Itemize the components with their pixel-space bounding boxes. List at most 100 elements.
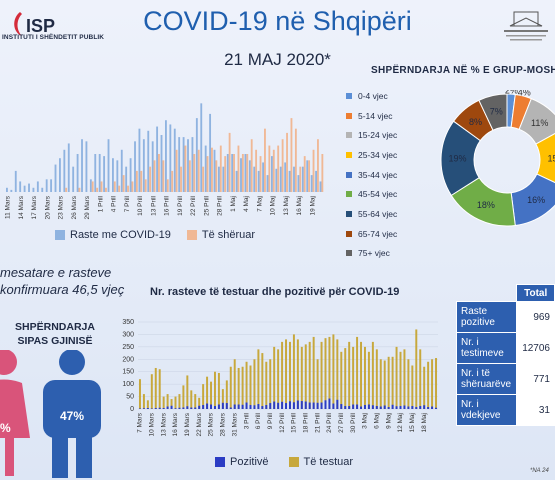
age-legend-label: 0-4 vjec	[358, 90, 388, 101]
bar-positive	[265, 405, 268, 409]
bar-tested	[166, 394, 169, 409]
bar-tested	[332, 334, 335, 409]
bar-new-cases	[81, 139, 83, 192]
bar-recovered	[321, 154, 324, 192]
age-legend-swatch	[346, 230, 352, 237]
bar-positive	[198, 405, 201, 409]
bar-tested	[435, 358, 438, 409]
bar-new-cases	[195, 118, 198, 192]
bar-tested	[348, 341, 351, 409]
bar-recovered	[91, 181, 94, 192]
bar-positive	[332, 403, 335, 409]
bar-recovered	[281, 139, 284, 192]
totals-table: Total Raste pozitive 969 Nr. i testimeve…	[455, 284, 555, 426]
legend-swatch-new-cases	[55, 230, 65, 240]
x-tick-label: 20 Mars	[44, 195, 51, 219]
bar-positive	[419, 406, 422, 409]
bar-recovered	[127, 185, 129, 192]
x-tick-label: 19 Maj	[309, 196, 316, 216]
bar-tested	[415, 329, 418, 409]
bar-new-cases	[72, 166, 75, 192]
bar-new-cases	[293, 166, 295, 192]
bar-new-cases	[306, 160, 309, 192]
x-tick-label: 13 Mars	[160, 412, 167, 436]
row-label-positive: Raste pozitive	[455, 301, 518, 333]
logo-text: INSTITUTI I SHËNDETIT PUBLIK	[2, 34, 105, 41]
bar-new-cases	[19, 181, 22, 192]
bar-new-cases	[284, 162, 287, 192]
bar-recovered	[259, 156, 262, 192]
bar-tested	[344, 348, 347, 409]
bar-new-cases	[129, 158, 132, 192]
bar-new-cases	[213, 149, 216, 192]
bar-new-cases	[32, 187, 35, 192]
x-tick-label: 16 Prill	[164, 195, 171, 215]
bar-positive	[391, 404, 394, 409]
x-tick-label: 16 Maj	[296, 196, 303, 216]
bar-tested	[411, 365, 414, 409]
female-figure	[0, 350, 30, 476]
bar-new-cases	[23, 185, 26, 192]
bar-new-cases	[288, 170, 291, 192]
bar-positive	[210, 404, 213, 409]
bar-tested	[320, 341, 323, 409]
bar-positive	[170, 405, 173, 409]
bar-positive	[154, 408, 157, 409]
row-value-tests: 12706	[516, 332, 555, 364]
bar-tested	[265, 361, 268, 409]
bar-recovered	[149, 166, 152, 192]
bar-new-cases	[63, 149, 66, 192]
age-legend-item: 5-14 vjec	[346, 106, 397, 126]
bar-recovered	[175, 149, 178, 192]
bar-new-cases	[253, 166, 256, 192]
age-legend-item: 75+ vjec	[346, 244, 397, 264]
bar-positive	[249, 405, 252, 409]
bar-tested	[261, 353, 264, 409]
bar-positive	[399, 406, 402, 409]
bar-new-cases	[156, 126, 159, 192]
bar-new-cases	[301, 166, 304, 192]
x-tick-label: 9 Prill	[267, 412, 274, 429]
bar-new-cases	[187, 139, 189, 192]
age-legend-item: 65-74 vjec	[346, 224, 397, 244]
bar-tested	[431, 359, 434, 409]
x-tick-label: 18 Maj	[421, 413, 428, 433]
bar-positive	[407, 406, 410, 409]
x-tick-label: 1 Maj	[230, 196, 237, 212]
age-legend-swatch	[346, 112, 352, 119]
footnote: *NA 24	[530, 468, 549, 474]
bar-tested	[241, 366, 244, 409]
bar-new-cases	[275, 168, 278, 192]
x-tick-label: 15 Prill	[291, 412, 298, 432]
bar-tested	[371, 341, 374, 409]
bar-recovered	[268, 145, 271, 192]
x-tick-label: 29 Mars	[84, 195, 91, 219]
bar-recovered	[188, 160, 191, 192]
bar-recovered	[202, 166, 205, 192]
legend-swatch-positive	[215, 457, 225, 467]
bar-recovered	[105, 187, 107, 192]
bar-positive	[217, 404, 220, 409]
bar-tested	[300, 346, 303, 409]
x-tick-label: 10 Maj	[270, 196, 277, 216]
bar-new-cases	[160, 135, 163, 192]
bar-positive	[403, 405, 406, 409]
bar-tested	[170, 399, 173, 409]
bar-positive	[261, 406, 264, 409]
age-legend-label: 75+ vjec	[358, 248, 390, 259]
page-title: COVID-19 në Shqipëri	[143, 6, 412, 36]
bar-recovered	[131, 181, 134, 192]
bar-positive	[206, 403, 209, 409]
legend-item-tested: Të testuar	[288, 456, 353, 468]
bar-tested	[206, 376, 209, 409]
bar-new-cases	[125, 166, 128, 192]
bar-recovered	[312, 149, 315, 192]
bar-positive	[146, 408, 149, 409]
y-tick-label: 150	[122, 369, 134, 376]
bar-tested	[312, 336, 315, 409]
bar-recovered	[264, 128, 266, 192]
bar-positive	[336, 399, 339, 409]
y-tick-label: 0	[130, 406, 134, 413]
bar-recovered	[308, 160, 311, 192]
legend-item-new-cases: Raste me COVID-19	[55, 229, 171, 241]
